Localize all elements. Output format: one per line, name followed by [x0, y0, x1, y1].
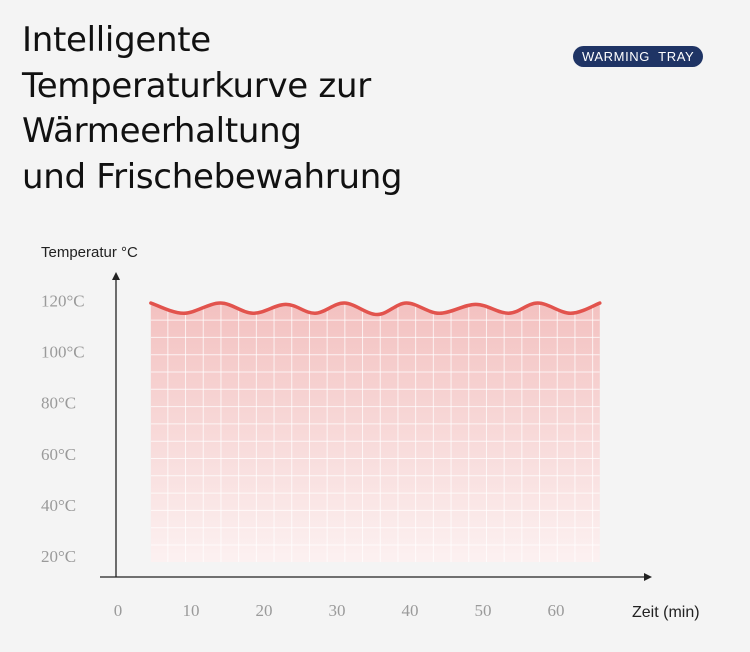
y-tick-label: 20°C	[41, 547, 76, 566]
x-tick-label: 0	[114, 601, 123, 620]
y-tick-label: 60°C	[41, 445, 76, 464]
title-line-4: und Frischebewahrung	[22, 156, 403, 197]
title-line-3: Wärmeerhaltung	[22, 111, 302, 151]
axes	[100, 272, 652, 581]
title-line-1: Intelligente	[22, 20, 211, 60]
x-tick-label: 10	[183, 601, 200, 620]
x-tick-label: 50	[475, 601, 492, 620]
y-tick-labels: 20°C 40°C 60°C 80°C 100°C 120°C	[41, 292, 85, 567]
area-fill-shape	[150, 303, 600, 562]
x-tick-label: 60	[548, 601, 565, 620]
y-tick-label: 80°C	[41, 394, 76, 413]
y-axis-arrow-icon	[112, 272, 120, 280]
x-tick-label: 40	[402, 601, 419, 620]
title-line-2: Temperaturkurve zur	[22, 65, 371, 106]
x-tick-label: 30	[329, 601, 346, 620]
y-tick-label: 120°C	[41, 292, 85, 311]
x-tick-label: 20	[256, 601, 273, 620]
area-fill	[150, 303, 600, 562]
x-tick-labels: 0 10 20 30 40 50 60	[114, 601, 565, 620]
x-axis-label: Zeit (min)	[632, 604, 700, 621]
grid	[150, 303, 600, 562]
x-axis-arrow-icon	[644, 573, 652, 581]
temperature-curve	[149, 301, 602, 317]
y-tick-label: 100°C	[41, 343, 85, 362]
y-axis-label: Temperatur °C	[41, 244, 138, 261]
y-tick-label: 40°C	[41, 496, 76, 515]
warming-tray-badge: WARMING TRAY	[573, 46, 704, 67]
series-line-layer	[149, 301, 602, 317]
page-title: Intelligente Temperaturkurve zur Wärmeer…	[22, 18, 403, 200]
